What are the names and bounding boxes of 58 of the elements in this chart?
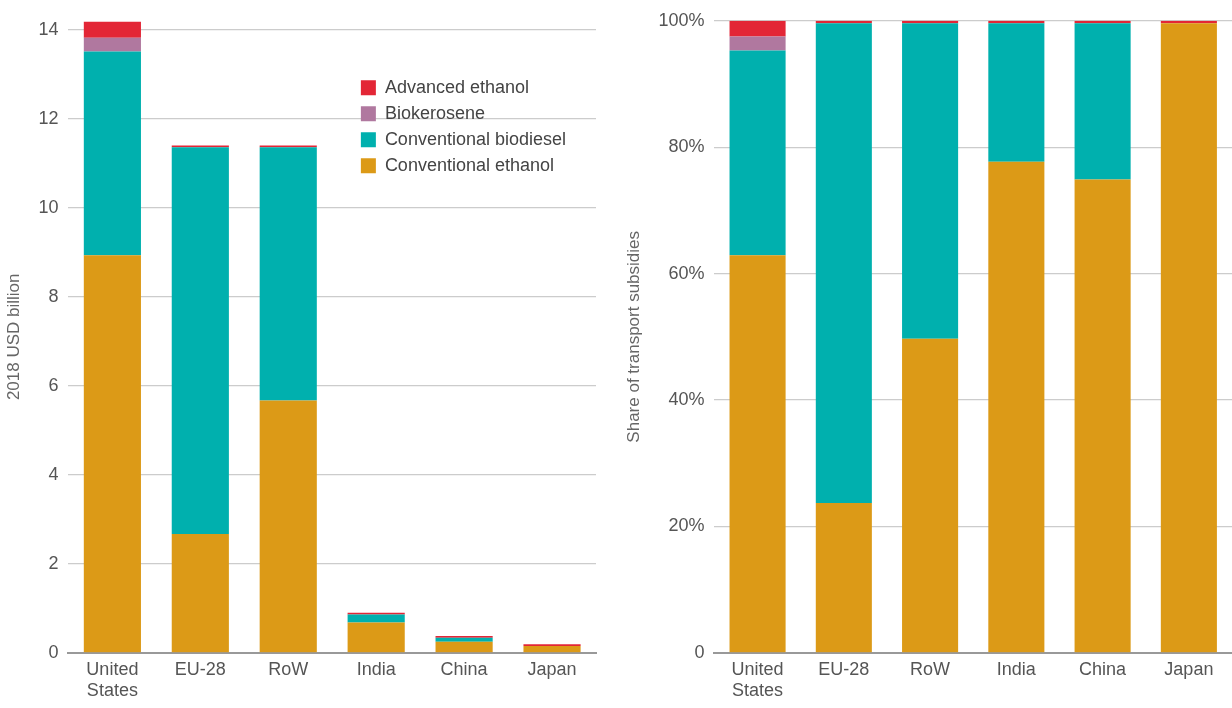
- bar: [815, 23, 872, 504]
- bar: [729, 36, 786, 51]
- bar: [1074, 23, 1131, 180]
- bar: [83, 51, 141, 256]
- x-tick-label: Japan: [1164, 658, 1214, 679]
- y-tick-label: 0: [48, 641, 59, 662]
- bar: [988, 23, 1045, 162]
- x-tick-label: China: [440, 658, 489, 679]
- x-tick-label: Japan: [527, 658, 577, 679]
- bar: [1074, 179, 1131, 653]
- y-axis-title: Share of transport subsidies: [623, 230, 643, 443]
- bar: [729, 50, 786, 256]
- bar: [729, 255, 786, 653]
- x-tick-label: RoW: [268, 658, 309, 679]
- x-tick-label: EU-28: [818, 658, 870, 679]
- y-tick-label: 2: [48, 552, 59, 573]
- bar: [83, 21, 141, 38]
- y-tick-label: 20%: [668, 515, 705, 536]
- bar: [1160, 23, 1217, 653]
- y-tick-label: 100%: [658, 9, 705, 30]
- bar: [902, 338, 959, 653]
- y-tick-label: 6: [48, 374, 59, 395]
- y-tick-label: 40%: [668, 388, 705, 409]
- bar: [83, 255, 141, 653]
- y-axis-title: 2018 USD billion: [3, 273, 23, 401]
- bar: [347, 622, 405, 653]
- y-tick-label: 4: [48, 463, 59, 484]
- bar: [815, 503, 872, 653]
- x-tick-label: China: [1079, 658, 1128, 679]
- y-tick-label: 60%: [668, 262, 705, 283]
- bar: [171, 533, 229, 653]
- x-tick-label: RoW: [910, 658, 951, 679]
- bar: [729, 20, 786, 37]
- x-tick-label: India: [996, 658, 1037, 679]
- bar: [988, 161, 1045, 653]
- y-tick-label: 0: [694, 641, 705, 662]
- y-tick-label: 8: [48, 285, 59, 306]
- bar: [435, 641, 493, 653]
- bar: [523, 646, 581, 653]
- legend-label: Biokerosene: [384, 102, 485, 123]
- legend-label: Advanced ethanol: [384, 76, 529, 97]
- x-tick-label: United States: [86, 658, 139, 701]
- x-tick-label: India: [356, 658, 397, 679]
- x-tick-label: United States: [731, 658, 784, 701]
- bar: [259, 147, 317, 401]
- legend-label: Conventional biodiesel: [384, 128, 566, 149]
- x-tick-label: EU-28: [174, 658, 226, 679]
- bar: [83, 37, 141, 52]
- bar: [259, 400, 317, 653]
- bar: [171, 147, 229, 534]
- y-tick-label: 80%: [668, 136, 705, 157]
- bar: [902, 23, 959, 339]
- y-tick-label: 14: [38, 18, 59, 39]
- y-tick-label: 10: [38, 196, 59, 217]
- legend-label: Conventional ethanol: [384, 154, 555, 175]
- bar: [435, 637, 493, 642]
- y-tick-label: 12: [38, 107, 59, 128]
- bar: [347, 614, 405, 623]
